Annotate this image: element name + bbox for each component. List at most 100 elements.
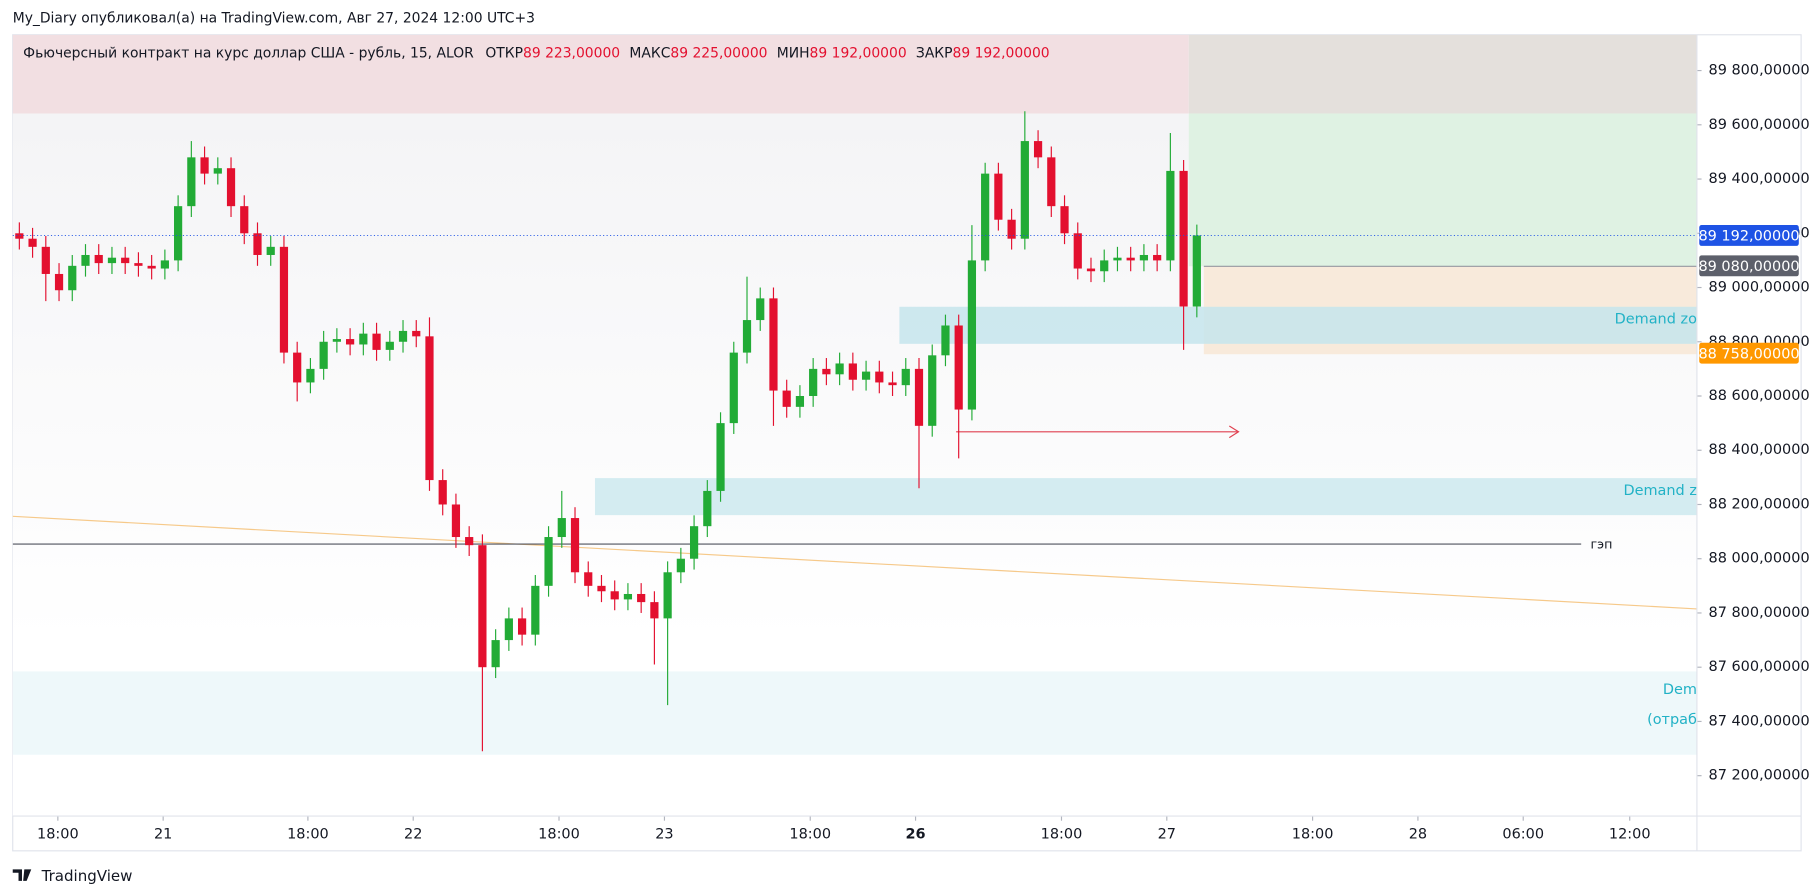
zone-label: Demand z bbox=[1623, 483, 1696, 499]
candle-body bbox=[1179, 170, 1188, 307]
x-tick-label: 18:00 bbox=[1041, 827, 1083, 843]
candle-body bbox=[861, 371, 871, 380]
candle-body bbox=[94, 254, 103, 264]
candle-body bbox=[134, 263, 143, 266]
y-tick-label: 89 400,00000 bbox=[1709, 171, 1810, 187]
candle-body bbox=[623, 593, 633, 600]
candle-body bbox=[385, 341, 394, 350]
candle-body bbox=[1166, 170, 1175, 261]
candle-body bbox=[544, 537, 553, 586]
candle-body bbox=[689, 526, 699, 559]
candle-body bbox=[1073, 233, 1082, 269]
candle-body bbox=[412, 330, 421, 337]
price-label-box bbox=[1699, 342, 1799, 364]
ohlc-name: МАКС bbox=[629, 45, 670, 61]
candle-body bbox=[240, 206, 249, 234]
logo bbox=[12, 869, 32, 881]
candle-body bbox=[425, 336, 434, 481]
candle-body bbox=[107, 257, 117, 264]
target-zone bbox=[1188, 113, 1697, 267]
candle-body bbox=[1139, 254, 1149, 261]
candle-body bbox=[266, 246, 275, 255]
x-tick-label: 21 bbox=[154, 827, 172, 843]
ohlc: ОТКР89 223,00000 МАКС89 225,00000 МИН89 19… bbox=[485, 45, 1049, 61]
y-tick-label: 88 600,00000 bbox=[1709, 388, 1810, 404]
candle-body bbox=[213, 168, 222, 174]
candle-body bbox=[637, 593, 646, 603]
candle-body bbox=[28, 238, 37, 247]
candle-body bbox=[319, 341, 328, 369]
demand-zone bbox=[899, 306, 1697, 344]
price-label: 89 192,00000 bbox=[1698, 229, 1799, 245]
candle-body bbox=[1100, 260, 1109, 272]
candle-body bbox=[597, 585, 606, 592]
candle-body bbox=[809, 368, 818, 397]
symbol-title: Фьючерсный контракт на курс доллар США -… bbox=[23, 45, 474, 61]
ohlc-value: 89 192,00000 bbox=[810, 45, 907, 61]
candle-body bbox=[160, 260, 169, 269]
candle-body bbox=[716, 423, 725, 491]
y-tick-label: 88 400,00000 bbox=[1709, 442, 1810, 458]
x-tick-label: 27 bbox=[1158, 827, 1176, 843]
candle-body bbox=[663, 572, 672, 619]
ohlc-value: 89 223,00000 bbox=[523, 45, 620, 61]
price-label: 89 080,00000 bbox=[1698, 259, 1799, 275]
axes: 87 200,00000 87 400,00000 87 600,00000 87 8… bbox=[37, 63, 1810, 843]
candle-body bbox=[901, 368, 910, 386]
candle-body bbox=[15, 233, 24, 239]
candle-body bbox=[372, 333, 381, 350]
candle-body bbox=[1113, 257, 1122, 261]
x-tick-label: 18:00 bbox=[287, 827, 329, 843]
candle-body bbox=[531, 585, 540, 635]
candle-body bbox=[504, 618, 513, 641]
x-tick-label: 22 bbox=[404, 827, 422, 843]
candle-body bbox=[68, 265, 77, 291]
candle-body bbox=[253, 233, 262, 255]
candle-body bbox=[478, 545, 487, 668]
candle-body bbox=[610, 591, 619, 600]
candle-body bbox=[1126, 257, 1135, 261]
candle-body bbox=[226, 168, 236, 207]
y-tick-label: 87 600,00000 bbox=[1709, 659, 1810, 675]
demand-zone bbox=[12, 671, 1697, 755]
candle-body bbox=[570, 518, 580, 573]
x-tick-label: 18:00 bbox=[37, 827, 79, 843]
candle-body bbox=[451, 504, 461, 538]
candle-body bbox=[914, 368, 924, 426]
zone-overlap bbox=[1188, 34, 1697, 114]
y-tick-label: 87 800,00000 bbox=[1709, 605, 1810, 621]
y-tick-label: 88 000,00000 bbox=[1709, 551, 1810, 567]
y-tick-label: 87 200,00000 bbox=[1709, 768, 1810, 784]
candle-body bbox=[1007, 219, 1016, 239]
x-tick-label: 18:00 bbox=[789, 827, 831, 843]
candle-body bbox=[359, 333, 368, 345]
candle-body bbox=[928, 355, 937, 426]
candle-body bbox=[306, 368, 315, 383]
candle-body bbox=[398, 330, 408, 342]
demand-zone bbox=[594, 478, 1697, 516]
candle-body bbox=[81, 254, 90, 266]
ohlc-value: 89 225,00000 bbox=[670, 45, 767, 61]
candle-body bbox=[200, 157, 209, 174]
ohlc-name: МИН bbox=[777, 45, 810, 61]
candle-body bbox=[557, 518, 566, 538]
arrow-head bbox=[1228, 425, 1240, 439]
price-label: 88 758,00000 bbox=[1698, 346, 1799, 362]
candle-body bbox=[729, 352, 738, 424]
candle-body bbox=[174, 206, 183, 261]
candle-body bbox=[147, 265, 156, 269]
candle-body bbox=[769, 298, 778, 391]
candle-body bbox=[795, 396, 805, 407]
candle-body bbox=[41, 246, 50, 274]
candle-body bbox=[822, 368, 831, 375]
candle-body bbox=[491, 640, 500, 668]
y-tick-label: 89 600,00000 bbox=[1709, 117, 1810, 133]
publisher: My_Diary опубликовал(а) на TradingView.c… bbox=[13, 11, 535, 27]
candle-body bbox=[121, 257, 130, 264]
candle-body bbox=[650, 602, 659, 619]
candle-body bbox=[676, 558, 685, 573]
supply-zone bbox=[12, 34, 1189, 114]
ohlc-value: 89 192,00000 bbox=[953, 45, 1050, 61]
zone-label: Dem bbox=[1663, 682, 1697, 698]
